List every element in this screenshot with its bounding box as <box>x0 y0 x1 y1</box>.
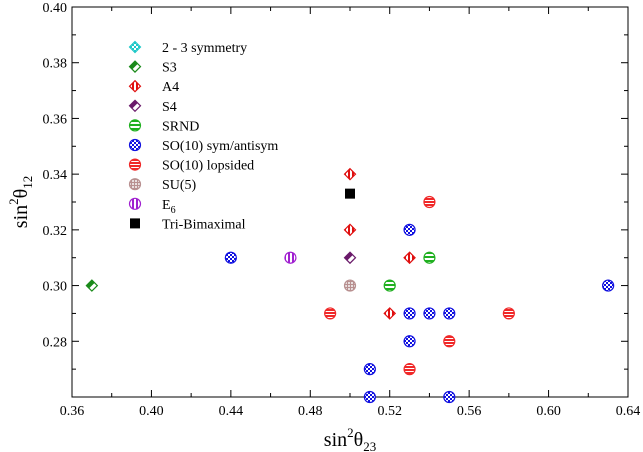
point-so-10-lopsided <box>403 363 416 376</box>
legend-label: SU(5) <box>162 178 197 193</box>
legend-item-e6: E6 <box>128 197 176 216</box>
y-tick-label: 0.36 <box>43 112 68 127</box>
point-a4 <box>403 251 416 265</box>
plot-area <box>71 6 629 398</box>
legend-marker <box>128 178 142 191</box>
legend-item-s3: S3 <box>128 60 177 76</box>
legend-label: E6 <box>162 198 176 216</box>
legend-label: S4 <box>162 100 177 115</box>
point-tri-bimaximal <box>345 188 355 199</box>
x-tick-label: 0.52 <box>377 404 402 419</box>
legend-marker <box>128 119 142 132</box>
legend-label: 2 - 3 symmetry <box>162 41 247 56</box>
y-tick-label: 0.34 <box>43 168 68 183</box>
legend-marker <box>128 60 142 73</box>
point-so-10-sym-antisym <box>363 390 376 404</box>
legend-label: SO(10) lopsided <box>162 159 254 174</box>
legend-item-so-10-sym-antisym: SO(10) sym/antisym <box>128 138 278 154</box>
point-so-10-sym-antisym <box>443 307 456 320</box>
x-tick-label: 0.56 <box>457 404 482 419</box>
legend-item-s4: S4 <box>128 99 177 115</box>
point-e6 <box>284 251 297 264</box>
point-srnd <box>383 279 396 292</box>
y-tick-label: 0.40 <box>43 1 68 16</box>
point-so-10-sym-antisym <box>403 307 416 320</box>
legend-marker <box>130 218 140 229</box>
legend-marker <box>128 158 142 171</box>
y-axis-title: sin2θ12 <box>6 176 35 228</box>
legend: 2 - 3 symmetry S3 A4 S4 SRND SO(10) sym/antis… <box>128 40 278 232</box>
x-tick-label: 0.64 <box>616 404 641 419</box>
point-srnd <box>423 251 436 264</box>
point-so-10-lopsided <box>443 335 456 348</box>
legend-item-2-3-symmetry: 2 - 3 symmetry <box>128 40 247 56</box>
point-so-10-sym-antisym <box>602 279 615 292</box>
point-a4 <box>383 307 397 320</box>
legend-label: A4 <box>162 80 179 95</box>
data-points <box>85 167 615 404</box>
x-tick-label: 0.48 <box>298 404 323 419</box>
x-tick-label: 0.44 <box>219 404 244 419</box>
legend-marker <box>128 79 142 93</box>
x-axis-title: sin2θ23 <box>324 425 376 452</box>
point-so-10-lopsided <box>324 307 337 320</box>
legend-marker <box>128 99 142 113</box>
point-so-10-sym-antisym <box>403 223 416 236</box>
y-tick-label: 0.30 <box>43 280 68 295</box>
point-a4 <box>343 167 357 181</box>
legend-label: S3 <box>162 61 177 76</box>
legend-item-so-10-lopsided: SO(10) lopsided <box>128 158 254 174</box>
legend-item-tri-bimaximal: Tri-Bimaximal <box>130 217 246 232</box>
legend-label: Tri-Bimaximal <box>162 217 246 232</box>
point-so-10-sym-antisym <box>423 307 436 320</box>
point-so-10-sym-antisym <box>403 335 416 348</box>
point-su-5 <box>343 279 357 292</box>
x-tick-label: 0.40 <box>139 404 164 419</box>
legend-marker <box>128 40 142 54</box>
legend-item-su-5: SU(5) <box>128 178 197 193</box>
legend-item-a4: A4 <box>128 79 179 95</box>
legend-label: SRND <box>162 119 199 134</box>
point-s4 <box>343 251 357 265</box>
y-axis: 0.28 0.30 0.32 0.34 0.36 0.38 0.40 <box>43 1 628 370</box>
x-axis: 0.36 0.40 0.44 0.48 0.52 0.56 0.60 0.64 <box>60 7 641 419</box>
x-tick-label: 0.36 <box>60 404 85 419</box>
y-tick-label: 0.28 <box>43 335 68 350</box>
point-s3 <box>85 279 99 292</box>
point-so-10-sym-antisym <box>363 363 376 376</box>
point-so-10-lopsided <box>502 307 515 320</box>
point-so-10-lopsided <box>423 195 436 209</box>
point-so-10-sym-antisym <box>443 390 456 404</box>
legend-label: SO(10) sym/antisym <box>162 139 278 154</box>
plot-frame <box>71 6 629 398</box>
point-so-10-sym-antisym <box>224 251 237 264</box>
x-tick-label: 0.60 <box>536 404 561 419</box>
legend-marker <box>128 197 142 210</box>
legend-marker <box>128 138 142 152</box>
y-tick-label: 0.38 <box>43 57 68 72</box>
legend-item-srnd: SRND <box>128 119 199 134</box>
y-tick-label: 0.32 <box>43 224 68 239</box>
point-a4 <box>343 223 357 237</box>
